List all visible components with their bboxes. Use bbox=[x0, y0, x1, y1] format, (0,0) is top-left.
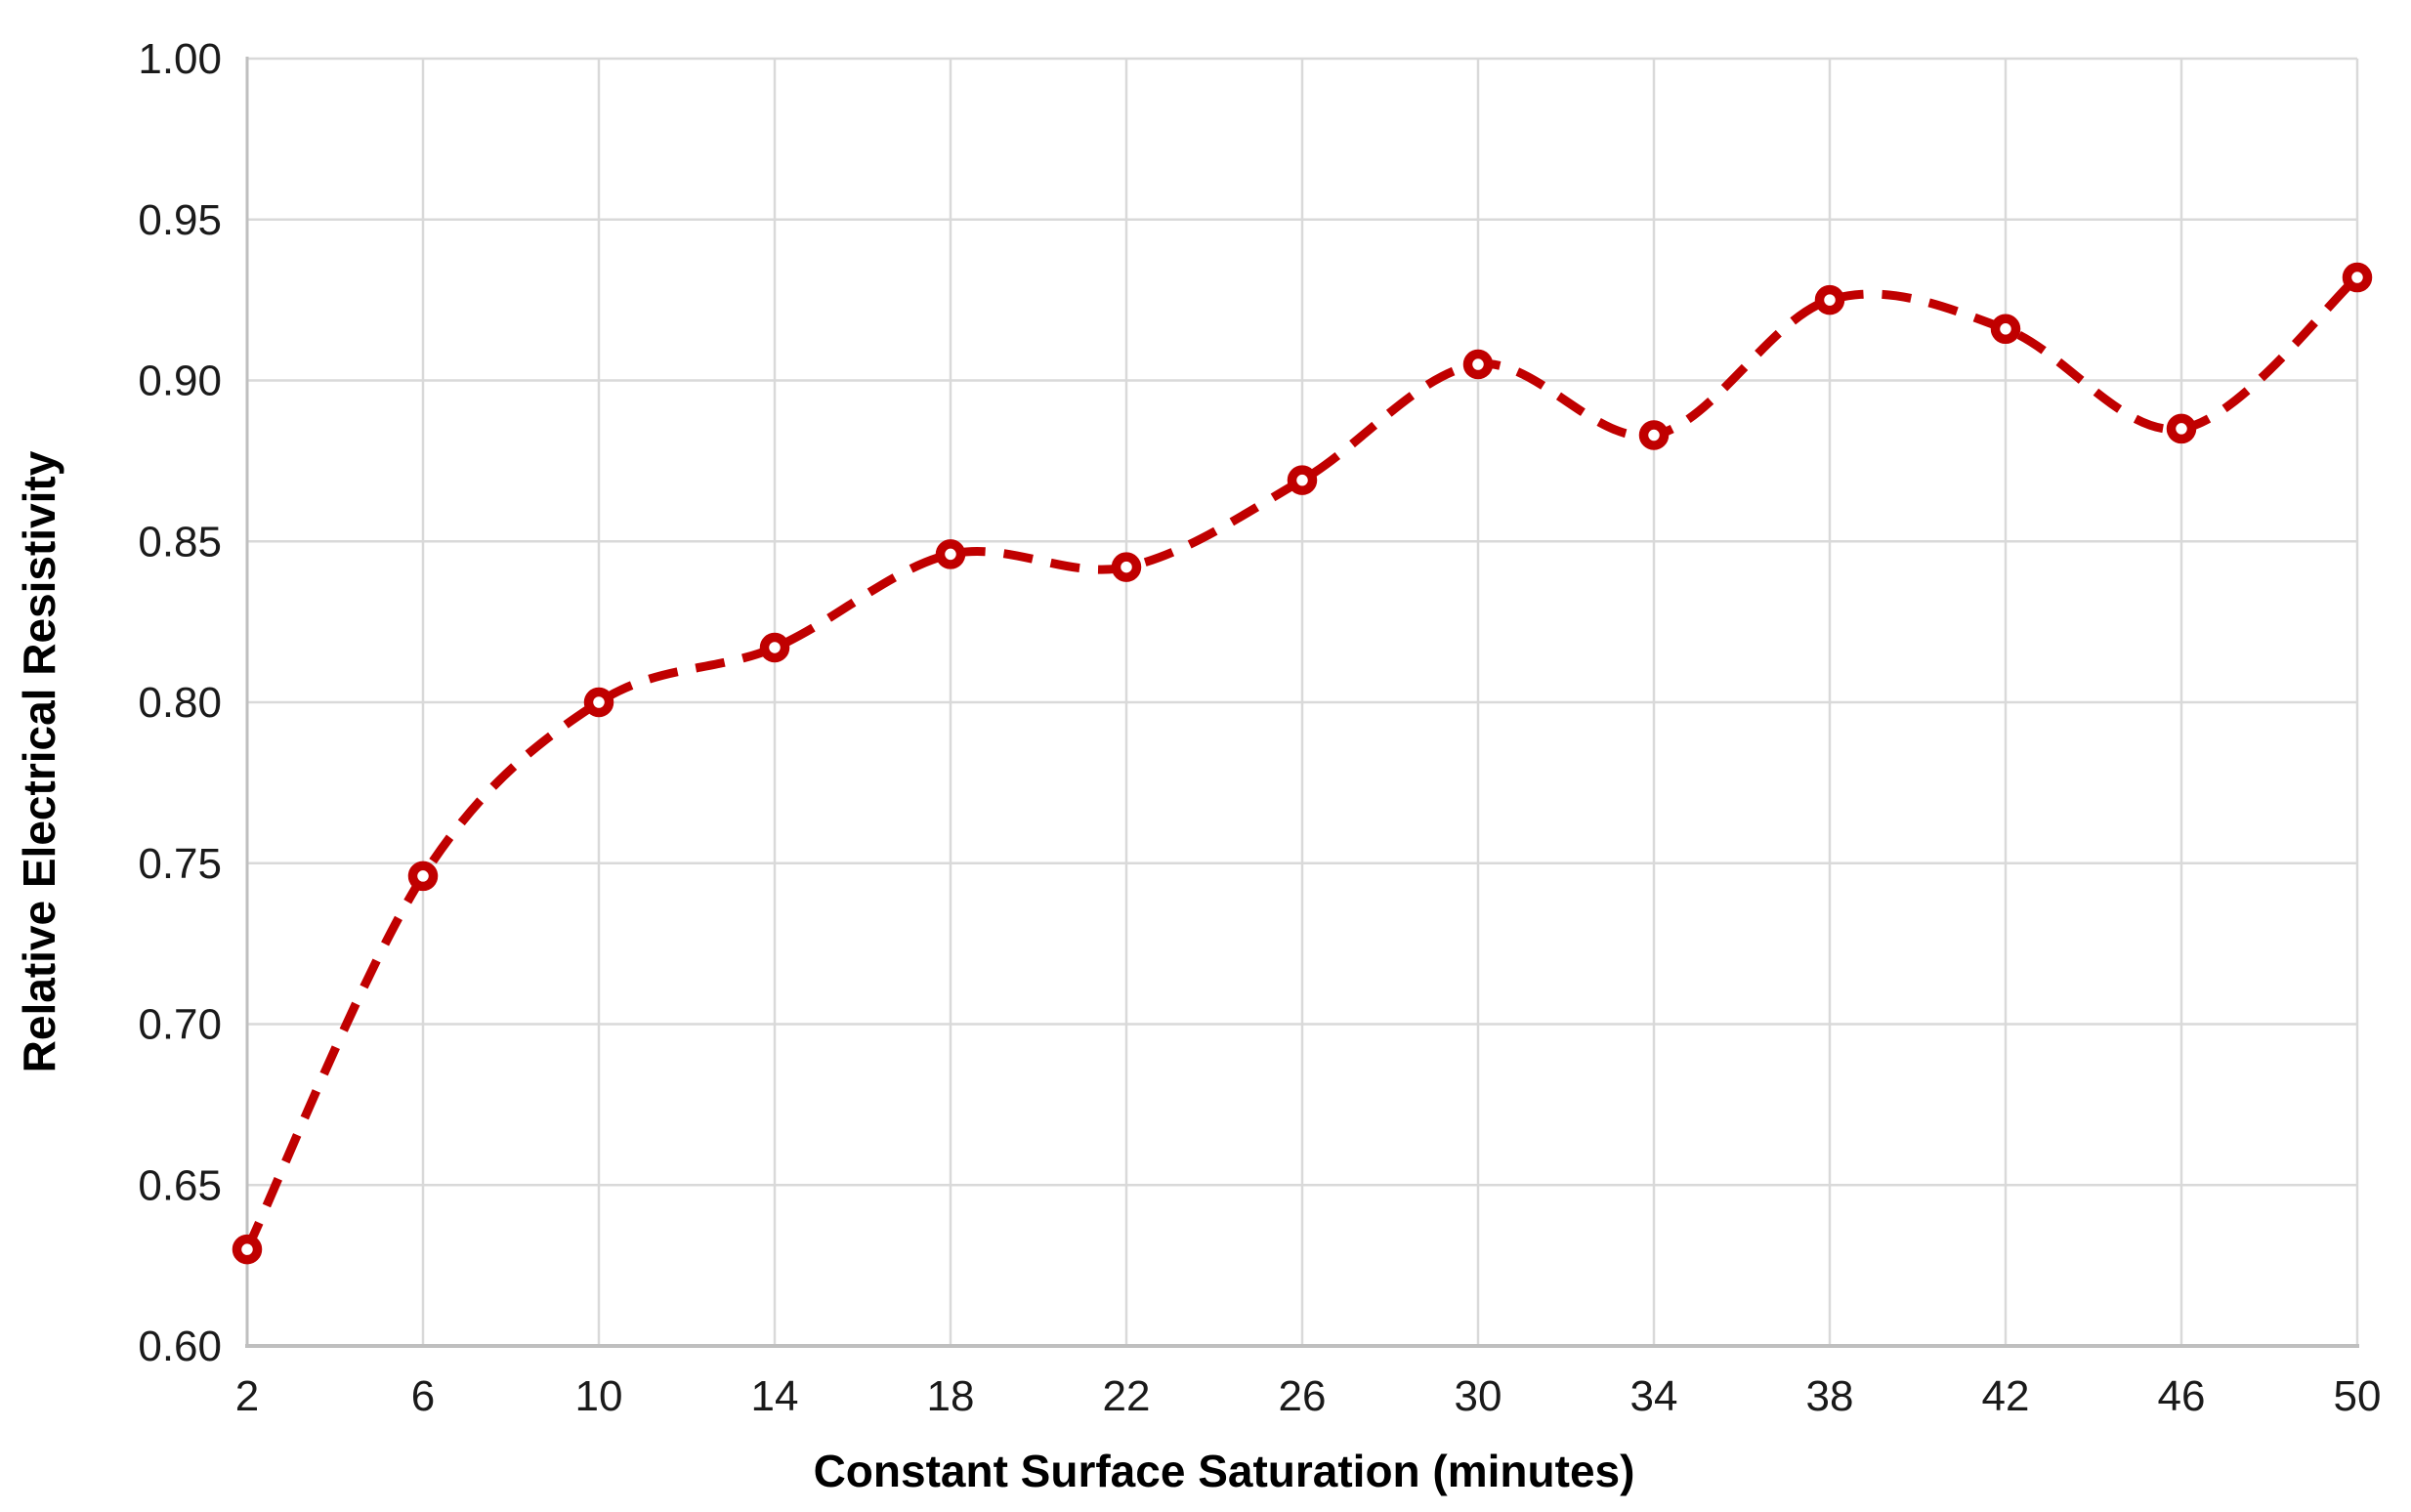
data-point-marker bbox=[935, 539, 966, 569]
data-point-marker bbox=[583, 687, 614, 718]
data-point-marker bbox=[1287, 465, 1318, 495]
x-tick-label: 46 bbox=[2158, 1372, 2206, 1420]
x-tick-label: 10 bbox=[575, 1372, 623, 1420]
x-axis-title: Constant Surface Saturation (minutes) bbox=[813, 1446, 1635, 1496]
data-point-marker bbox=[407, 861, 439, 892]
x-tick-label: 26 bbox=[1279, 1372, 1327, 1420]
data-point-marker bbox=[232, 1234, 263, 1265]
y-tick-label: 0.85 bbox=[138, 518, 222, 566]
x-tick-label: 14 bbox=[751, 1372, 799, 1420]
y-axis-title: Relative Electrical Resistivity bbox=[14, 450, 64, 1073]
data-point-marker bbox=[1990, 314, 2021, 345]
y-tick-label: 1.00 bbox=[138, 35, 222, 83]
x-tick-label: 42 bbox=[1982, 1372, 2030, 1420]
x-tick-label: 2 bbox=[235, 1372, 259, 1420]
data-point-marker bbox=[759, 632, 790, 663]
y-tick-label: 0.60 bbox=[138, 1323, 222, 1370]
y-tick-label: 0.75 bbox=[138, 840, 222, 888]
data-point-marker bbox=[1462, 349, 1494, 380]
y-tick-label: 0.80 bbox=[138, 679, 222, 727]
x-tick-label: 6 bbox=[411, 1372, 435, 1420]
data-point-marker bbox=[1111, 552, 1142, 582]
data-point-marker bbox=[2166, 413, 2197, 444]
y-tick-label: 0.90 bbox=[138, 357, 222, 405]
x-tick-label: 34 bbox=[1630, 1372, 1678, 1420]
x-tick-label: 18 bbox=[927, 1372, 975, 1420]
x-tick-label: 38 bbox=[1806, 1372, 1854, 1420]
x-tick-label: 50 bbox=[2334, 1372, 2382, 1420]
data-point-marker bbox=[1638, 420, 1670, 450]
y-tick-label: 0.70 bbox=[138, 1001, 222, 1049]
data-point-marker bbox=[2342, 262, 2373, 293]
y-tick-label: 0.95 bbox=[138, 196, 222, 244]
x-tick-label: 30 bbox=[1455, 1372, 1502, 1420]
y-tick-label: 0.65 bbox=[138, 1161, 222, 1209]
data-point-marker bbox=[1814, 284, 1845, 315]
x-tick-label: 22 bbox=[1103, 1372, 1151, 1420]
